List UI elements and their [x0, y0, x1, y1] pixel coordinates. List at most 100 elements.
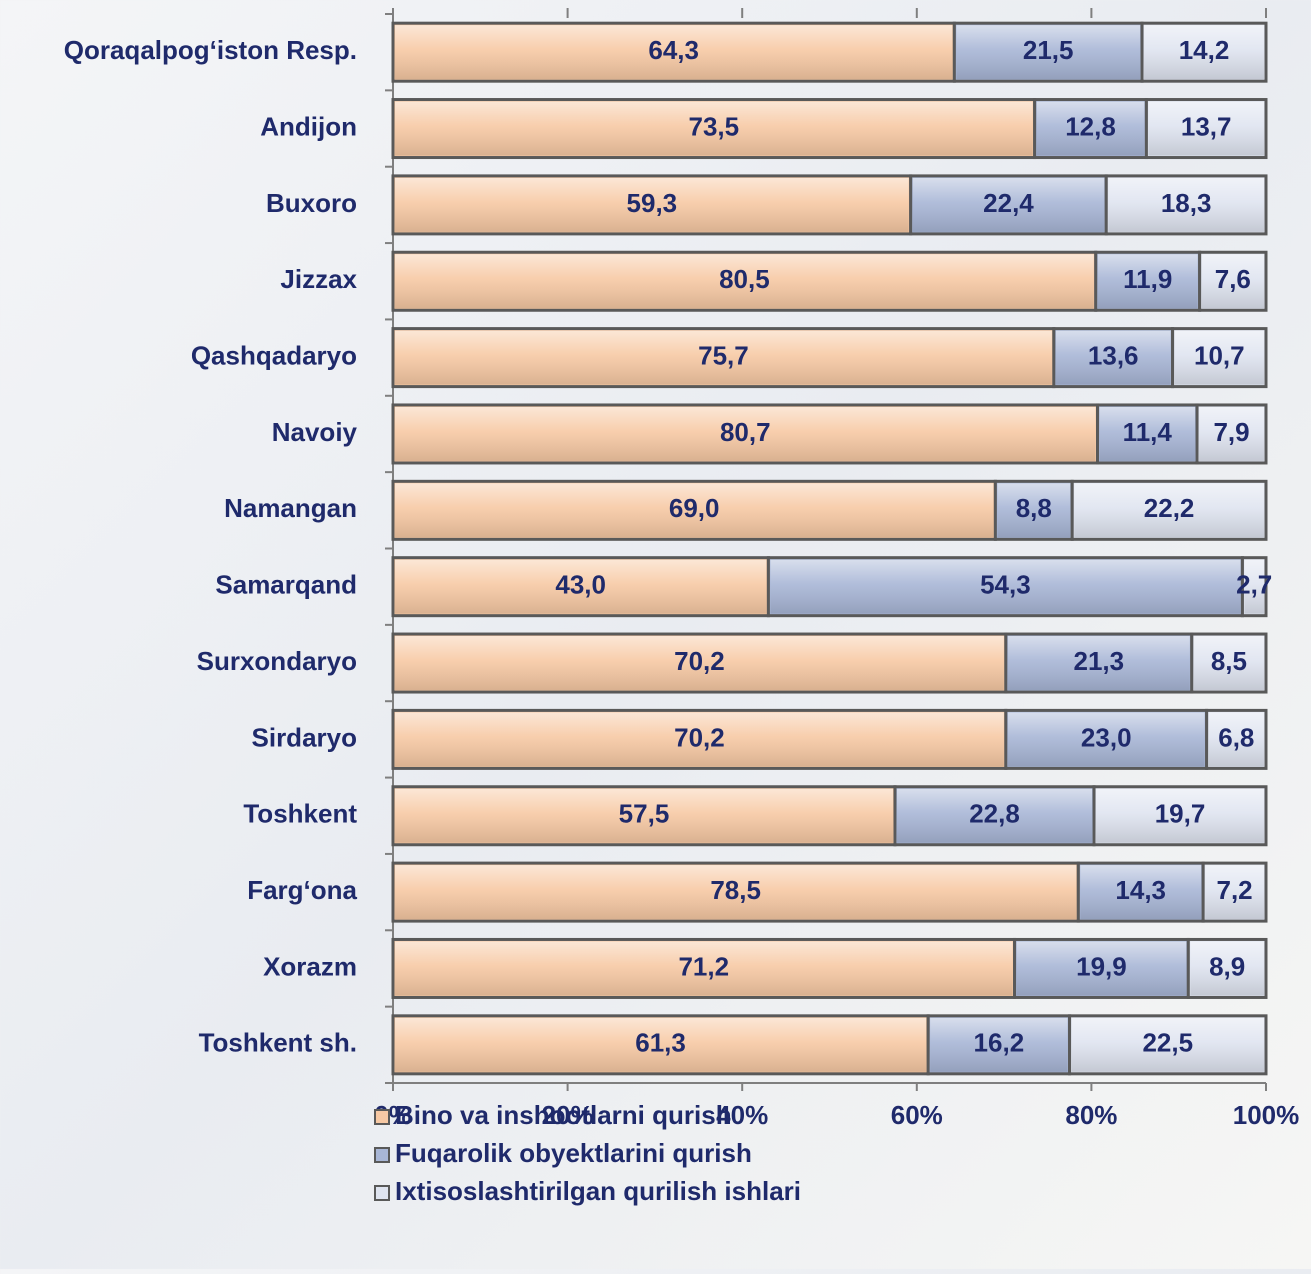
- bar-segment-group: [1140, 21, 1268, 83]
- bar-segment-group: [993, 479, 1074, 541]
- value-label: 22,5: [1142, 1028, 1193, 1058]
- x-tick-label: 20%: [542, 1100, 594, 1130]
- bar-shade: [395, 559, 767, 614]
- bar-segment-group: [1092, 785, 1268, 847]
- x-tick-label: 80%: [1065, 1100, 1117, 1130]
- legend-label: Bino va inshootlarni qurish: [395, 1100, 732, 1130]
- x-tick-label: 40%: [716, 1100, 768, 1130]
- y-tick-label: Farg‘ona: [247, 875, 357, 905]
- bar-shade: [395, 177, 909, 232]
- bar-segment-group: [1205, 708, 1268, 770]
- bar-shade: [395, 101, 1033, 156]
- bar-segment-group: [1076, 861, 1205, 923]
- value-label: 61,3: [635, 1028, 686, 1058]
- legend-label: Fuqarolik obyektlarini qurish: [395, 1138, 752, 1168]
- bar-segment-group: [1004, 708, 1209, 770]
- x-tick-label: 60%: [891, 1100, 943, 1130]
- bar-shade: [1080, 865, 1202, 920]
- bar-shade: [1007, 636, 1190, 691]
- bar-segment-group: [1144, 98, 1268, 160]
- value-label: 14,2: [1179, 35, 1230, 65]
- value-label: 8,5: [1211, 646, 1247, 676]
- value-label: 71,2: [678, 951, 729, 981]
- bar-segment-group: [391, 250, 1098, 312]
- value-label: 6,8: [1218, 722, 1254, 752]
- bar-shade: [395, 712, 1004, 767]
- value-label: 22,8: [969, 799, 1020, 829]
- bar-shade: [395, 406, 1096, 461]
- bar-shade: [1016, 941, 1187, 996]
- value-label: 7,9: [1213, 417, 1249, 447]
- bar-shade: [1144, 25, 1264, 80]
- bar-shade: [1244, 559, 1264, 614]
- value-label: 70,2: [674, 722, 725, 752]
- bar-shade: [395, 865, 1077, 920]
- bar-segment-group: [391, 556, 770, 618]
- bar-shade: [770, 559, 1241, 614]
- y-tick-label: Namangan: [224, 493, 357, 523]
- bar-segment-group: [1240, 556, 1268, 618]
- bar-segment-group: [1070, 479, 1268, 541]
- value-label: 54,3: [980, 570, 1031, 600]
- bar-segment-group: [1201, 861, 1268, 923]
- value-label: 18,3: [1161, 188, 1212, 218]
- bar-segment-group: [1195, 403, 1268, 465]
- value-label: 23,0: [1081, 722, 1132, 752]
- bar-shade: [1148, 101, 1264, 156]
- bar-shade: [1036, 101, 1145, 156]
- bar-shade: [1190, 941, 1264, 996]
- value-label: 7,6: [1215, 264, 1251, 294]
- value-label: 19,9: [1076, 951, 1127, 981]
- value-label: 2,7: [1236, 570, 1272, 600]
- bar-segment-group: [1104, 174, 1268, 236]
- legend-swatch: [374, 1109, 390, 1125]
- bar-shade: [1208, 712, 1264, 767]
- bar-shade: [1205, 865, 1264, 920]
- bar-segment-group: [1096, 403, 1199, 465]
- value-label: 22,2: [1144, 493, 1195, 523]
- y-tick-label: Jizzax: [280, 264, 357, 294]
- value-label: 8,9: [1209, 951, 1245, 981]
- y-tick-label: Sirdaryo: [252, 722, 358, 752]
- value-label: 75,7: [698, 340, 749, 370]
- value-label: 12,8: [1065, 111, 1116, 141]
- value-label: 13,6: [1088, 340, 1139, 370]
- bar-shade: [997, 483, 1071, 538]
- bar-shade: [1201, 254, 1264, 309]
- x-tick-label: 100%: [1233, 1100, 1300, 1130]
- bar-segment-group: [952, 21, 1144, 83]
- bar-shade: [930, 1017, 1068, 1072]
- y-tick-label: Xorazm: [263, 951, 357, 981]
- bar-shade: [395, 1017, 927, 1072]
- bar-shade: [1071, 1017, 1264, 1072]
- bar-shade: [1096, 788, 1264, 843]
- legend-swatch: [374, 1147, 390, 1163]
- bar-shade: [956, 25, 1141, 80]
- value-label: 80,5: [719, 264, 770, 294]
- value-label: 11,9: [1123, 264, 1172, 294]
- bar-segment-group: [391, 21, 956, 83]
- value-label: 69,0: [669, 493, 720, 523]
- bar-segment-group: [1033, 98, 1148, 160]
- bar-segment-group: [1004, 632, 1194, 694]
- bar-segment-group: [391, 937, 1017, 999]
- bar-segment-group: [893, 785, 1096, 847]
- bar-shade: [395, 330, 1052, 385]
- value-label: 14,3: [1115, 875, 1166, 905]
- bar-segment-group: [1198, 250, 1268, 312]
- value-label: 13,7: [1181, 111, 1232, 141]
- value-label: 80,7: [720, 417, 771, 447]
- bar-segment-group: [391, 98, 1037, 160]
- bar-segment-group: [391, 785, 897, 847]
- bar-segment-group: [926, 1014, 1072, 1076]
- bar-segment-group: [766, 556, 1244, 618]
- bar-shade: [1193, 636, 1264, 691]
- value-label: 43,0: [555, 570, 606, 600]
- bar-segment-group: [391, 708, 1008, 770]
- bar-shade: [395, 636, 1004, 691]
- bar-shade: [896, 788, 1093, 843]
- bar-shade: [1199, 406, 1264, 461]
- y-tick-label: Toshkent sh.: [199, 1028, 357, 1058]
- bar-shade: [395, 941, 1013, 996]
- bar-shade: [1108, 177, 1264, 232]
